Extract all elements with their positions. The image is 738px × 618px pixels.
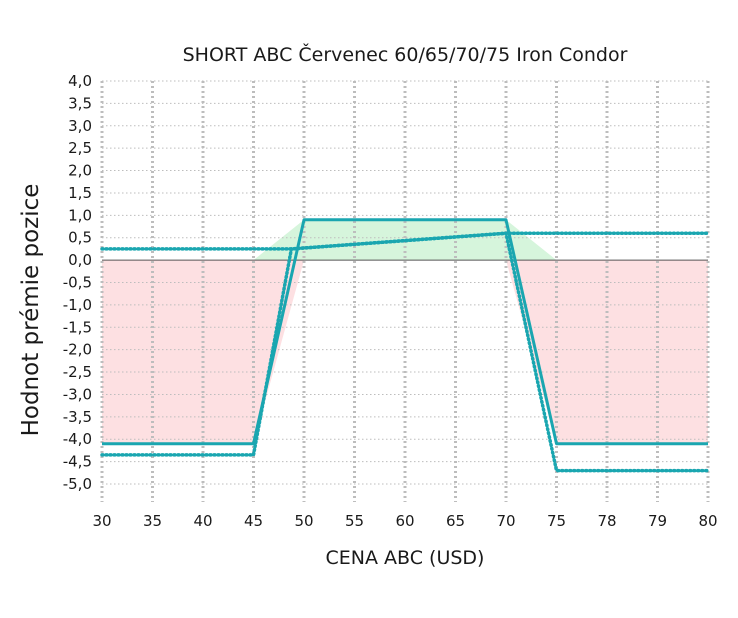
- x-tick-label: 65: [446, 512, 465, 530]
- y-tick-label: 2,5: [68, 139, 92, 157]
- x-tick-labels: 30 35 40 45 50 55 60 65 70 75 78 79 80: [92, 512, 717, 530]
- series-line-1: [102, 218, 708, 446]
- y-tick-label: -4,0: [63, 430, 92, 448]
- y-tick-label: -3,5: [63, 408, 92, 426]
- y-tick-label: -5,0: [63, 475, 92, 493]
- x-axis-label: CENA ABC (USD): [326, 547, 485, 569]
- y-tick-label: 1,5: [68, 184, 92, 202]
- x-tick-label: 40: [193, 512, 212, 530]
- y-tick-label: 2,0: [68, 162, 92, 180]
- series-lines: [100, 218, 710, 473]
- y-tick-label: -1,5: [63, 318, 92, 336]
- x-tick-label: 80: [698, 512, 717, 530]
- x-tick-label: 75: [547, 512, 566, 530]
- x-tick-label: 79: [648, 512, 667, 530]
- x-tick-label: 78: [597, 512, 616, 530]
- y-tick-labels: 4,0 3,5 3,0 2,5 2,0 1,5 1,0 0,5 0,0 -0,5 -1,0 -1,5 -…: [63, 72, 92, 493]
- x-tick-label: 35: [143, 512, 162, 530]
- x-tick-label: 55: [345, 512, 364, 530]
- y-tick-label: -2,5: [63, 363, 92, 381]
- y-tick-label: 3,5: [68, 94, 92, 112]
- series-line-3: [100, 231, 710, 251]
- y-tick-label: 0,0: [68, 251, 92, 269]
- x-tick-label: 30: [92, 512, 111, 530]
- y-tick-label: -4,5: [63, 453, 92, 471]
- y-tick-label: 4,0: [68, 72, 92, 90]
- x-tick-label: 70: [496, 512, 515, 530]
- chart-title: SHORT ABC Červenec 60/65/70/75 Iron Cond…: [183, 42, 628, 66]
- y-axis-label: Hodnot prémie pozice: [18, 184, 44, 437]
- y-tick-label: 1,0: [68, 206, 92, 224]
- x-tick-label: 45: [244, 512, 263, 530]
- x-tick-label: 60: [395, 512, 414, 530]
- y-tick-label: -1,0: [63, 296, 92, 314]
- y-tick-label: 3,0: [68, 117, 92, 135]
- y-tick-label: -3,0: [63, 385, 92, 403]
- y-tick-label: -0,5: [63, 274, 92, 292]
- x-tick-label: 50: [294, 512, 313, 530]
- y-tick-label: -2,0: [63, 341, 92, 359]
- grid-lines: [100, 80, 710, 502]
- y-tick-label: 0,5: [68, 229, 92, 247]
